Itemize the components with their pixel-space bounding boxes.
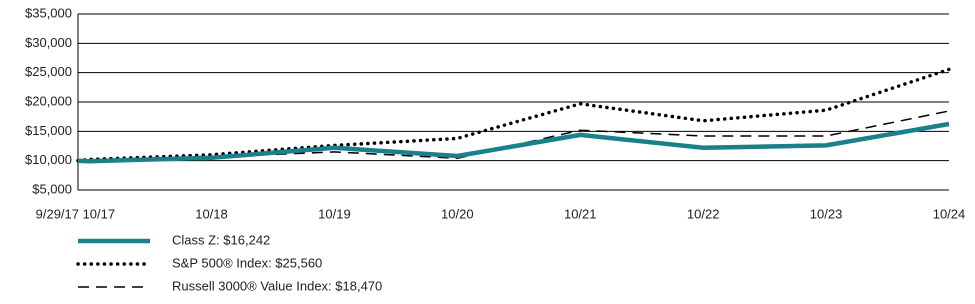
y-tick-label: $35,000 [25, 5, 72, 20]
y-tick-label: $10,000 [25, 152, 72, 167]
y-tick-label: $30,000 [25, 35, 72, 50]
series-line [77, 121, 950, 164]
legend-label: Class Z: $16,242 [172, 232, 270, 247]
legend-label: Russell 3000® Value Index: $18,470 [172, 278, 382, 293]
y-tick-label: $15,000 [25, 123, 72, 138]
x-tick-label: 10/20 [441, 206, 474, 221]
x-tick-label: 10/17 [83, 206, 116, 221]
x-tick-label: 10/23 [810, 206, 843, 221]
x-tick-label: 10/18 [195, 206, 228, 221]
x-tick-label: 10/19 [318, 206, 351, 221]
y-tick-label: $20,000 [25, 93, 72, 108]
legend-label: S&P 500® Index: $25,560 [172, 255, 322, 270]
y-tick-label: $5,000 [32, 181, 72, 196]
x-tick-label: 10/21 [564, 206, 597, 221]
y-tick-label: $25,000 [25, 64, 72, 79]
x-tick-label: 10/24 [933, 206, 966, 221]
x-tick-label: 10/22 [687, 206, 720, 221]
x-tick-label: 9/29/17 [36, 206, 79, 221]
series-line [77, 110, 950, 162]
